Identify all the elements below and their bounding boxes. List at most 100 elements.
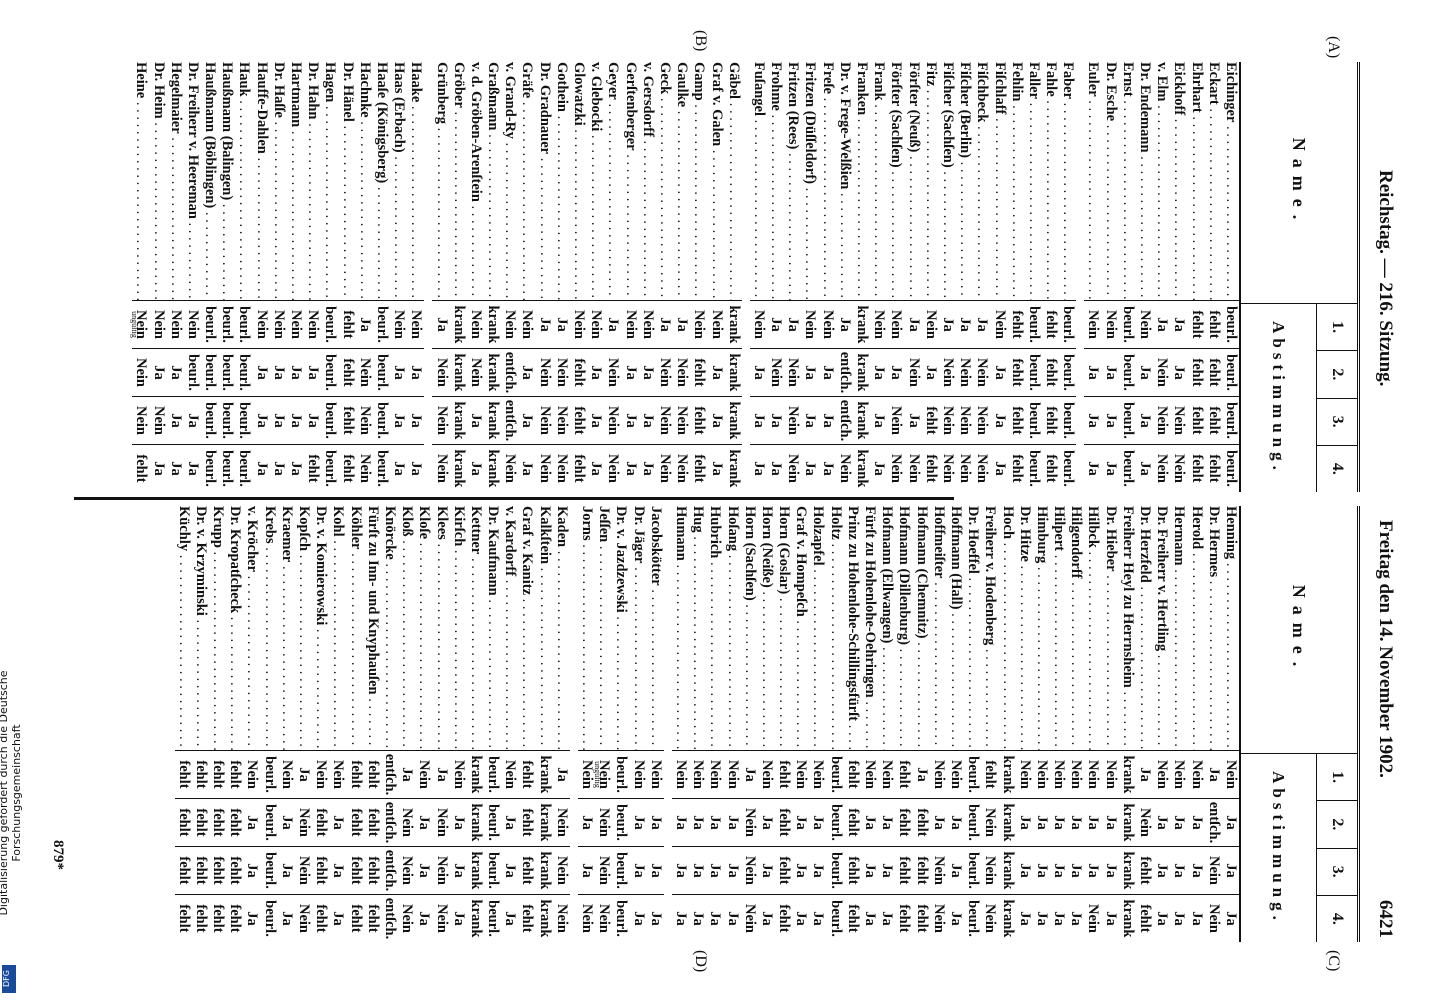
vote-number: 2. [1317,350,1357,398]
margin-a: (A) [1325,36,1342,59]
member-name: Dr. Kaufmann [484,506,501,750]
vote: Ja [1015,798,1033,846]
member-name: Hegelmaier [167,62,184,300]
vote: Ja [1084,846,1102,894]
member-row: Haußmann (Balingen)beurl.beurl.beurl.beu… [218,62,236,492]
vote: Ja [1049,846,1068,894]
table-head: Name. 1. 2. 3. 4. Abstimmung. [1239,62,1357,492]
vote: beurl. [235,300,253,348]
vote: Ja [860,798,879,846]
vote-head: 1. 2. 3. 4. Abstimmung. [1241,753,1357,942]
vote: Nein [1084,300,1102,348]
vote: Nein [1221,750,1239,798]
vote: Ja [749,396,767,444]
member-row: FreſeNeinJaJaJa [818,62,836,492]
vote: beurl. [483,894,502,942]
vote: Ja [809,798,827,846]
margin-b: (B) [692,30,709,52]
vote: Nein [818,300,836,348]
vote: Ja [407,396,425,444]
member-row: HoffmeiſterNeinJaNeinNein [929,506,947,942]
vote: Nein [878,750,896,798]
vote: entſch. [1204,798,1222,846]
vote: Ja [766,396,785,444]
vote: Nein [294,846,313,894]
vote: beurl. [1024,300,1042,348]
vote: Nein [552,444,570,492]
vote: Nein [921,300,939,348]
member-row: HilgendorffNeinJaJaJa [1067,506,1085,942]
vote: fehlt [191,750,209,798]
vote: fehlt [1135,894,1154,942]
member-name: Dr. Hieber [1102,506,1119,750]
member-row: Dr. HaſſeNeinJaJaJa [269,62,287,492]
vote: krank [724,348,742,396]
vote: Ja [252,396,270,444]
member-row: Dr. HieberNeinJaJaJa [1101,506,1119,942]
vote: Nein [887,396,905,444]
vote: fehlt [363,846,381,894]
vote: Nein [1101,300,1119,348]
vote: Nein [398,798,416,846]
member-row: Freiherr Heyl zu Herrnsheimkrankkrankkra… [1118,506,1136,942]
vote: Ja [818,348,836,396]
member-name: Haake [407,62,424,300]
vote: Ja [277,846,295,894]
member-name: Klees [432,506,450,750]
vote: Ja [1084,348,1102,396]
member-row: v. GlebockiNeinJaJaJa [587,62,605,492]
vote: Nein [1170,396,1188,444]
vote: fehlt [1007,444,1025,492]
vote: fehlt [174,894,192,942]
member-name: Dr. v. Frege-Welßien [836,62,853,300]
member-name: v. d. Gröben-Arenſtein [467,62,484,300]
member-row: Dr. EndemannNeinJaJaJa [1135,62,1154,492]
vote: fehlt [1041,348,1060,396]
member-row: Ernstbeurl.beurl.beurl.beurl. [1118,62,1136,492]
member-row: HoſangNeinJaJaJa [723,506,741,942]
vote: beurl. [200,348,219,396]
vote: entſch. [380,846,398,894]
vote: Nein [1084,750,1102,798]
member-row: HenningNeinJaJaJa [1221,506,1239,942]
vote: krank [466,798,484,846]
vote: Ja [269,396,287,444]
vote: beurl. [321,444,339,492]
vote: Ja [621,348,639,396]
vote: Ja [878,846,896,894]
member-name: Hug [689,506,706,750]
member-row: Prinz zu Hohenlohe-Schillingsfürſtfehltf… [843,506,861,942]
vote: Nein [673,396,691,444]
vote: Ja [801,348,819,396]
vote: Nein [1153,444,1171,492]
member-row: KirſchNeinJaJaJa [449,506,467,942]
vote: Ja [757,798,775,846]
vote: krank [466,750,484,798]
vote: Ja [749,348,767,396]
vote: krank [724,396,742,444]
vote: beurl. [826,894,844,942]
member-name: Glowatzki [570,62,587,300]
vote: fehlt [363,798,381,846]
member-name: Kohl [329,506,346,750]
member-name: Fiſchbeck [973,62,990,300]
vote: Ja [398,750,416,798]
vote: Nein [757,750,775,798]
name-head: Name. [1289,584,1310,675]
vote: beurl. [321,396,339,444]
vote: Nein [398,846,416,894]
vote: krank [998,894,1016,942]
vote: Ja [1170,798,1188,846]
vote: Nein [535,396,553,444]
vote: beurl. [483,798,502,846]
vote: Nein [552,348,570,396]
member-name: Geck [656,62,673,300]
vote: Ja [518,444,536,492]
vote: krank [466,894,484,942]
member-name: Kaden [553,506,570,750]
member-row: HumannNeinJaJaJa [671,506,689,942]
vote: Ja [749,444,767,492]
member-name: Jorns [578,506,595,750]
vote: krank [535,894,553,942]
vote: Nein [243,750,261,798]
